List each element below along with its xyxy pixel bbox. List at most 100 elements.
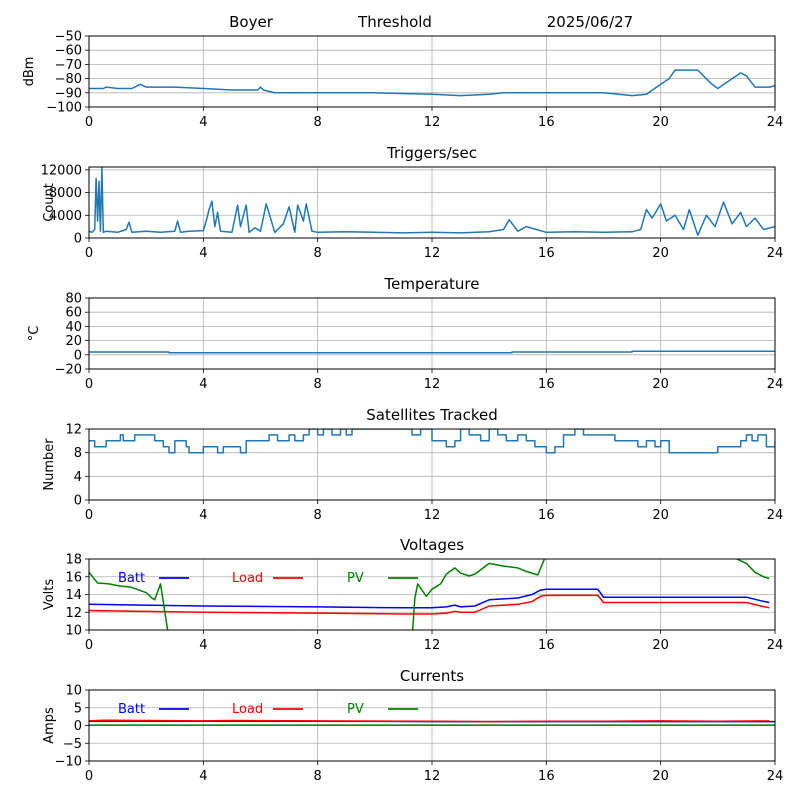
y-tick-label: 14: [65, 588, 82, 603]
x-tick-label: 4: [199, 769, 207, 784]
y-tick-label: −90: [55, 86, 82, 101]
x-tick-label: 16: [538, 508, 555, 523]
x-tick-label: 24: [767, 115, 784, 130]
y-axis-label: Amps: [42, 707, 57, 744]
series-line-load: [89, 719, 770, 723]
x-tick-label: 4: [199, 508, 207, 523]
x-tick-label: 20: [652, 377, 669, 392]
header-mode: Threshold: [357, 13, 432, 31]
panel-6: 0 4 8 12 16 20 24 −10 −5 0 5 10 Currents Amps Batt Load…: [42, 667, 783, 784]
x-tick-label: 8: [314, 508, 322, 523]
legend-label-pv: PV: [347, 571, 364, 586]
y-tick-label: −10: [55, 755, 82, 770]
panel-title: Triggers/sec: [386, 144, 477, 162]
x-tick-label: 20: [652, 115, 669, 130]
x-tick-label: 16: [538, 115, 555, 130]
x-tick-label: 16: [538, 769, 555, 784]
x-tick-label: 16: [538, 377, 555, 392]
y-axis-label: dBm: [22, 57, 37, 87]
x-tick-label: 0: [85, 769, 93, 784]
x-tick-label: 12: [424, 246, 441, 261]
x-tick-label: 0: [85, 246, 93, 261]
panel-4: 0 4 8 12 16 20 24 0 4 8 12 Satellites Tracked Number: [42, 406, 783, 523]
x-tick-label: 4: [199, 115, 207, 130]
x-tick-label: 20: [652, 508, 669, 523]
y-axis-label: Volts: [42, 579, 57, 611]
y-tick-label: 8: [74, 446, 82, 461]
legend-label-pv: PV: [347, 702, 364, 717]
legend-label-batt: Batt: [118, 702, 145, 717]
x-tick-label: 4: [199, 638, 207, 653]
x-tick-label: 20: [652, 638, 669, 653]
y-tick-label: 12: [65, 423, 82, 438]
y-axis-label: °C: [27, 326, 42, 342]
panel-1: 0 4 8 12 16 20 24 −100−90−80−70−60−50 dBm: [22, 30, 783, 131]
y-tick-label: 0: [74, 232, 82, 247]
y-tick-label: 5: [74, 701, 82, 716]
y-tick-label: −100: [46, 101, 82, 116]
x-tick-label: 12: [424, 508, 441, 523]
series-line-1: [89, 429, 775, 454]
panel-2: 0 4 8 12 16 20 24 0 4000 8000 12000 Triggers/sec Cou…: [41, 144, 784, 261]
y-tick-label: 4: [74, 470, 82, 485]
x-tick-label: 16: [538, 246, 555, 261]
y-tick-label: −50: [55, 30, 82, 45]
legend-label-batt: Batt: [118, 571, 145, 586]
x-tick-label: 0: [85, 638, 93, 653]
x-tick-label: 0: [85, 508, 93, 523]
series-line-batt: [89, 588, 770, 609]
y-tick-label: 60: [65, 306, 82, 321]
x-tick-label: 0: [85, 377, 93, 392]
y-tick-label: 0: [74, 719, 82, 734]
x-tick-label: 24: [767, 638, 784, 653]
x-tick-label: 8: [314, 638, 322, 653]
series-line-pv: [89, 559, 770, 630]
x-tick-label: 8: [314, 769, 322, 784]
panel-title: Temperature: [383, 275, 479, 293]
header-station: Boyer: [229, 13, 274, 31]
y-tick-label: −60: [55, 44, 82, 59]
series-line-1: [89, 69, 775, 97]
legend-label-load: Load: [232, 571, 263, 586]
y-axis-label: Number: [42, 438, 57, 491]
y-tick-label: 8000: [49, 186, 82, 201]
x-tick-label: 12: [424, 377, 441, 392]
x-tick-label: 8: [314, 115, 322, 130]
y-tick-label: 40: [65, 320, 82, 335]
series-line-load: [89, 594, 770, 615]
x-tick-label: 8: [314, 377, 322, 392]
y-tick-label: 4000: [49, 209, 82, 224]
header-date: 2025/06/27: [547, 13, 633, 31]
y-axis-label: Count: [42, 183, 57, 222]
y-tick-label: 10: [65, 684, 82, 699]
y-tick-label: 0: [74, 348, 82, 363]
x-tick-label: 24: [767, 246, 784, 261]
y-tick-label: −20: [55, 363, 82, 378]
y-tick-label: 12000: [41, 163, 82, 178]
x-tick-label: 12: [424, 638, 441, 653]
y-tick-label: 0: [74, 494, 82, 509]
x-tick-label: 24: [767, 508, 784, 523]
x-tick-label: 4: [199, 377, 207, 392]
panel-title: Voltages: [400, 536, 464, 554]
series-line-1: [89, 350, 775, 354]
y-tick-label: 80: [65, 292, 82, 307]
series-line-1: [89, 167, 775, 236]
y-tick-label: −80: [55, 72, 82, 87]
x-tick-label: 24: [767, 377, 784, 392]
x-tick-label: 8: [314, 246, 322, 261]
y-tick-label: −5: [63, 737, 82, 752]
x-tick-label: 20: [652, 769, 669, 784]
legend-label-load: Load: [232, 702, 263, 717]
y-tick-label: 20: [65, 334, 82, 349]
x-tick-label: 20: [652, 246, 669, 261]
y-tick-label: 16: [65, 570, 82, 585]
x-tick-label: 12: [424, 769, 441, 784]
x-tick-label: 4: [199, 246, 207, 261]
y-tick-label: 18: [65, 553, 82, 568]
y-tick-label: 12: [65, 606, 82, 621]
